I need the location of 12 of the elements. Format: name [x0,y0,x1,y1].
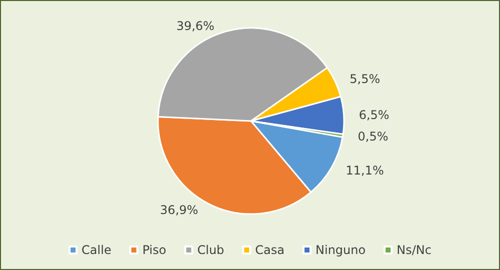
data-label: 6,5% [358,108,390,122]
legend-label: Calle [82,243,112,257]
data-label: 39,6% [176,18,214,33]
legend-label: Ns/Nc [396,243,432,257]
data-label: 5,5% [350,72,380,86]
legend-label: Casa [255,243,285,257]
data-label: 36,9% [160,202,198,217]
legend-label: Club [197,243,224,257]
data-label: 0,5% [358,130,388,144]
legend-label: Ninguno [316,243,366,257]
legend-label: Piso [142,243,166,257]
data-label: 11,1% [346,163,384,178]
